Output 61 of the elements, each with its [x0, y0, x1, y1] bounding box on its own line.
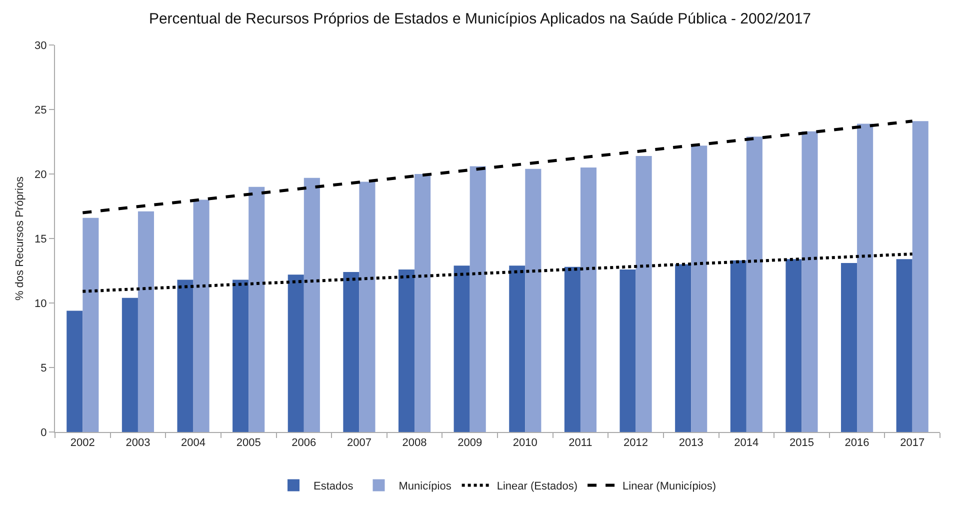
bar — [636, 156, 652, 432]
bar — [454, 266, 470, 432]
bar — [840, 263, 858, 432]
bar — [802, 131, 818, 432]
x-tick-label: 2007 — [346, 437, 372, 450]
bar — [193, 200, 210, 432]
legend-label: Linear (Municípios) — [622, 480, 716, 492]
x-tick-label: 2010 — [512, 437, 538, 450]
bar — [138, 211, 154, 432]
bar — [525, 168, 542, 432]
bar — [66, 310, 83, 432]
bar — [470, 166, 486, 432]
bar — [82, 218, 99, 432]
x-tick-label: 2016 — [844, 437, 870, 450]
chart-title: Percentual de Recursos Próprios de Estados e Municípios Aplicados na Saúde Pública - 2002/2017 — [148, 10, 812, 28]
x-tick-label: 2013 — [678, 437, 704, 450]
bar — [675, 264, 692, 432]
y-tick-label: 10 — [34, 298, 47, 310]
bar — [896, 259, 912, 432]
bar — [857, 124, 874, 432]
x-tick-label: 2011 — [568, 437, 592, 450]
bar — [122, 298, 138, 432]
x-tick-label: 2012 — [624, 437, 648, 450]
x-tick-label: 2008 — [402, 437, 427, 450]
x-tick-label: 2005 — [236, 437, 261, 450]
bar — [746, 136, 762, 432]
bar — [248, 186, 265, 432]
x-tick-label: 2002 — [70, 437, 95, 450]
x-tick-label: 2004 — [181, 437, 206, 450]
x-tick-label: 2017 — [900, 437, 925, 450]
bar — [304, 178, 320, 432]
bar — [786, 259, 802, 432]
bar — [414, 174, 431, 432]
bar — [177, 280, 194, 432]
x-tick-label: 2003 — [126, 437, 150, 450]
y-tick-label: 20 — [34, 168, 47, 181]
y-tick-label: 15 — [34, 233, 47, 246]
bar — [509, 266, 526, 432]
bar — [730, 260, 746, 432]
y-tick-label: 25 — [34, 104, 47, 116]
bar — [343, 272, 360, 432]
y-tick-label: 0 — [40, 426, 47, 439]
legend-label: Estados — [314, 480, 354, 492]
x-tick-label: 2015 — [789, 437, 814, 450]
y-tick-label: 30 — [34, 40, 47, 52]
legend-label: Linear (Estados) — [496, 480, 578, 492]
bar — [288, 274, 304, 432]
bar — [359, 182, 376, 432]
x-tick-label: 2006 — [292, 437, 316, 450]
legend-label: Municípios — [398, 480, 452, 492]
bar — [232, 280, 249, 432]
bar — [691, 146, 708, 432]
y-tick-label: 5 — [40, 362, 47, 374]
x-tick-label: 2014 — [734, 437, 759, 450]
bar — [912, 121, 928, 432]
bar — [620, 269, 636, 432]
bar — [398, 269, 415, 432]
x-tick-label: 2009 — [458, 437, 482, 450]
bar — [580, 168, 597, 432]
y-axis-title: % dos Recursos Próprios — [14, 176, 26, 301]
bar — [564, 266, 580, 432]
